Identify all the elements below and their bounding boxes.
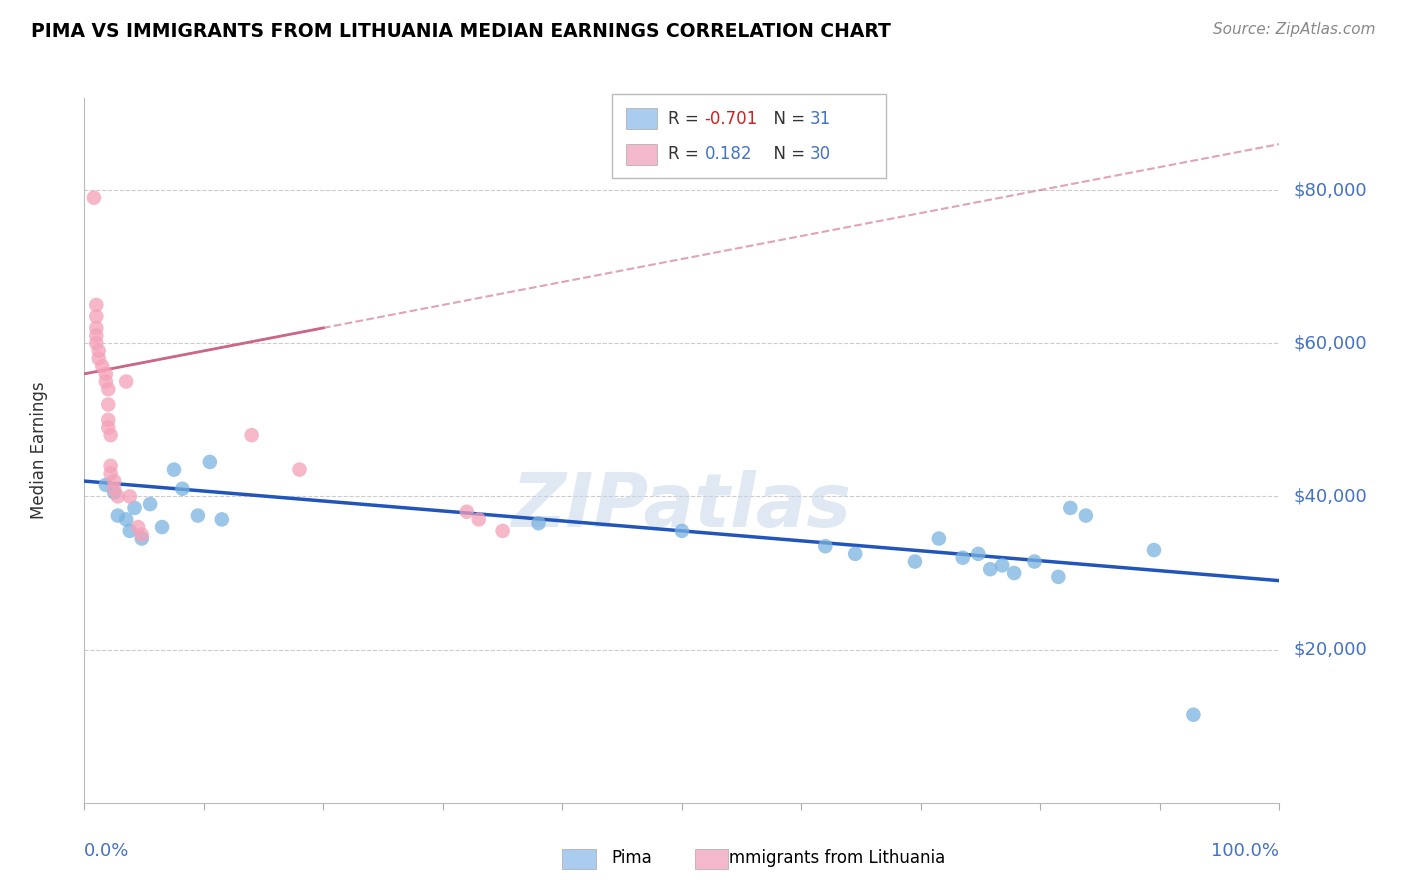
Point — [103, 474, 125, 488]
Point — [103, 485, 125, 500]
Text: 0.0%: 0.0% — [84, 841, 129, 860]
Text: $40,000: $40,000 — [1294, 487, 1368, 506]
Text: N =: N = — [763, 110, 811, 128]
Point — [492, 524, 515, 538]
Point — [967, 547, 990, 561]
Point — [1059, 500, 1081, 515]
Point — [527, 516, 550, 531]
Point — [127, 520, 149, 534]
Point — [163, 462, 186, 476]
Point — [671, 524, 693, 538]
Point — [131, 527, 153, 541]
Text: 100.0%: 100.0% — [1212, 841, 1279, 860]
Point — [86, 336, 108, 351]
Point — [87, 351, 110, 366]
Point — [118, 524, 141, 538]
Text: ZIPatlas: ZIPatlas — [512, 470, 852, 543]
Point — [1074, 508, 1097, 523]
Text: $20,000: $20,000 — [1294, 640, 1368, 658]
Point — [86, 328, 108, 343]
Point — [97, 413, 120, 427]
Text: Pima: Pima — [612, 849, 652, 867]
Point — [103, 482, 125, 496]
Text: N =: N = — [763, 145, 811, 163]
Text: R =: R = — [668, 110, 704, 128]
Point — [91, 359, 114, 374]
Text: 0.182: 0.182 — [704, 145, 752, 163]
Point — [288, 462, 311, 476]
Point — [131, 532, 153, 546]
Text: 30: 30 — [810, 145, 831, 163]
Point — [124, 500, 146, 515]
Point — [94, 478, 117, 492]
Point — [952, 550, 974, 565]
Point — [172, 482, 194, 496]
Point — [115, 375, 138, 389]
Text: $60,000: $60,000 — [1294, 334, 1368, 352]
Point — [456, 505, 478, 519]
Point — [107, 490, 129, 504]
Point — [1002, 566, 1025, 580]
Point — [1024, 555, 1046, 569]
Point — [814, 539, 837, 553]
Point — [97, 382, 120, 396]
Text: R =: R = — [668, 145, 704, 163]
Point — [86, 310, 108, 324]
Point — [139, 497, 162, 511]
Point — [211, 512, 233, 526]
Point — [1182, 707, 1205, 722]
Point — [94, 375, 117, 389]
Point — [83, 191, 105, 205]
Text: Median Earnings: Median Earnings — [30, 382, 48, 519]
Text: $80,000: $80,000 — [1294, 181, 1368, 199]
Text: 31: 31 — [810, 110, 831, 128]
Point — [107, 508, 129, 523]
Text: Immigrants from Lithuania: Immigrants from Lithuania — [724, 849, 945, 867]
Point — [991, 558, 1014, 573]
Point — [86, 298, 108, 312]
Point — [240, 428, 263, 442]
Point — [86, 321, 108, 335]
Point — [100, 428, 122, 442]
Text: PIMA VS IMMIGRANTS FROM LITHUANIA MEDIAN EARNINGS CORRELATION CHART: PIMA VS IMMIGRANTS FROM LITHUANIA MEDIAN… — [31, 22, 891, 41]
Point — [844, 547, 866, 561]
Text: Source: ZipAtlas.com: Source: ZipAtlas.com — [1212, 22, 1375, 37]
Point — [87, 343, 110, 358]
Point — [100, 458, 122, 473]
Point — [115, 512, 138, 526]
Point — [94, 367, 117, 381]
Point — [468, 512, 491, 526]
Point — [118, 490, 141, 504]
Point — [904, 555, 927, 569]
Point — [187, 508, 209, 523]
Point — [97, 397, 120, 411]
Point — [979, 562, 1001, 576]
Point — [928, 532, 950, 546]
Text: -0.701: -0.701 — [704, 110, 758, 128]
Point — [198, 455, 221, 469]
Point — [1047, 570, 1070, 584]
Point — [150, 520, 173, 534]
Point — [97, 420, 120, 434]
Point — [100, 467, 122, 481]
Point — [1143, 543, 1166, 558]
